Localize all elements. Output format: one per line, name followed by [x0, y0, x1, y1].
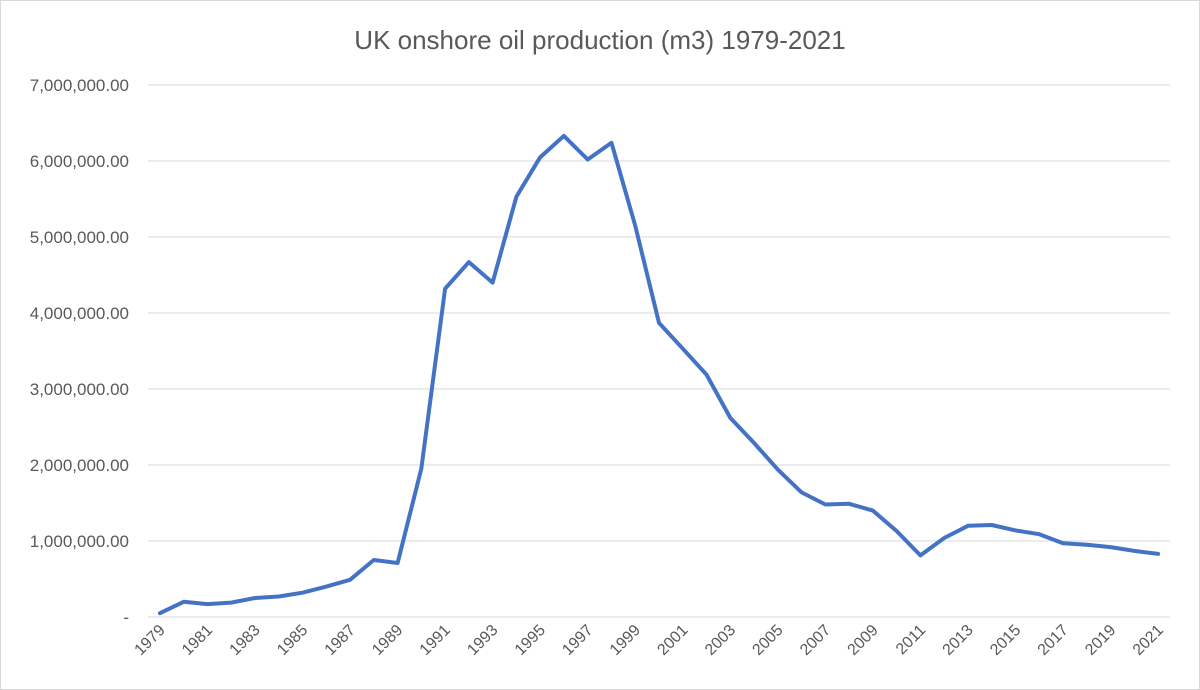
x-tick-label: 1989: [369, 622, 406, 659]
series-line: [157, 133, 1161, 616]
x-tick-label: 1983: [227, 622, 264, 659]
gridlines: [148, 84, 1170, 618]
x-tick-label: 1981: [179, 622, 216, 659]
x-tick-label: 1997: [559, 622, 596, 659]
y-tick-label: 6,000,000.00: [30, 152, 129, 171]
x-tick-label: 1993: [464, 622, 501, 659]
y-tick-label: 4,000,000.00: [30, 304, 129, 323]
x-tick-label: 1999: [607, 622, 644, 659]
chart-title: UK onshore oil production (m3) 1979-2021: [354, 25, 846, 55]
x-tick-label: 2005: [749, 622, 786, 659]
x-tick-label: 2009: [845, 622, 882, 659]
x-tick-label: 2019: [1082, 622, 1119, 659]
y-axis-ticks: - 1,000,000.00 2,000,000.00 3,000,000.00 4,0…: [30, 76, 129, 627]
x-tick-label: 1995: [512, 622, 549, 659]
x-tick-label: 2017: [1035, 622, 1072, 659]
y-tick-label: -: [123, 608, 129, 627]
x-tick-label: 1991: [417, 622, 454, 659]
y-tick-label: 7,000,000.00: [30, 76, 129, 95]
y-tick-label: 5,000,000.00: [30, 228, 129, 247]
x-tick-label: 2015: [987, 622, 1024, 659]
x-tick-label: 2011: [893, 622, 929, 658]
x-tick-label: 1987: [322, 622, 359, 659]
series-layer: [157, 133, 1161, 616]
y-tick-label: 3,000,000.00: [30, 380, 129, 399]
x-tick-label: 2003: [702, 622, 739, 659]
x-tick-label: 2007: [797, 622, 834, 659]
x-tick-label: 2021: [1130, 622, 1167, 659]
x-tick-label: 2001: [654, 622, 691, 659]
x-axis-ticks: 1979 1981 1983 1985 1987 1989 1991 1993 1995 1997…: [132, 622, 1167, 659]
x-tick-label: 2013: [940, 622, 977, 659]
y-tick-label: 2,000,000.00: [30, 456, 129, 475]
y-tick-label: 1,000,000.00: [30, 532, 129, 551]
x-tick-label: 1985: [274, 622, 311, 659]
x-tick-label: 1979: [132, 622, 169, 659]
